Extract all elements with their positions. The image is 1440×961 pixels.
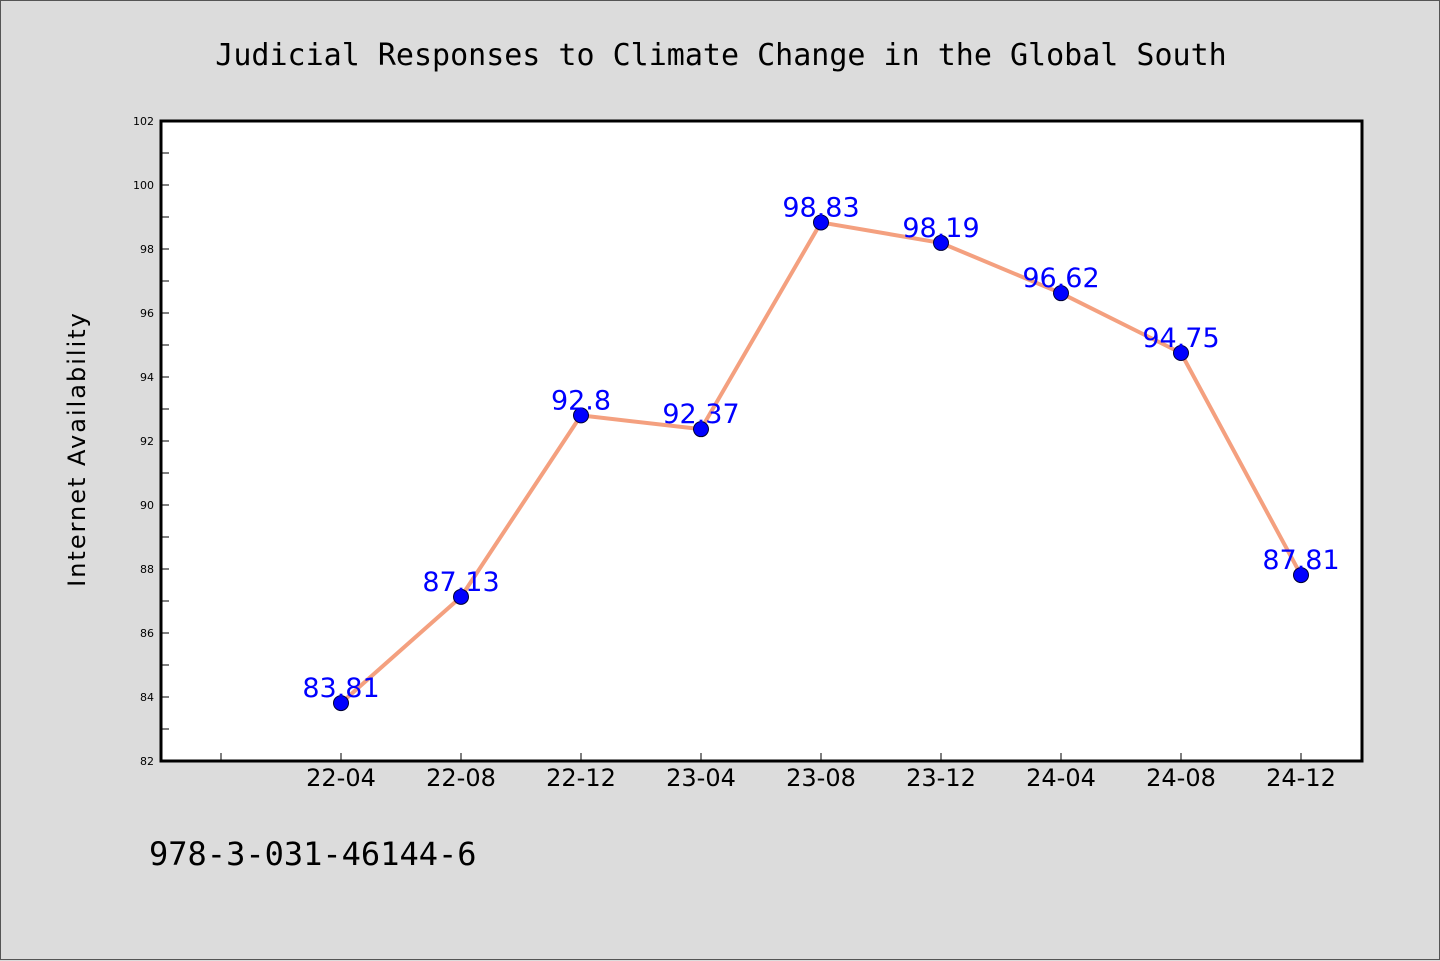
data-label: 87.81: [1262, 545, 1339, 576]
data-point: [693, 421, 709, 438]
data-point: [453, 588, 469, 605]
y-tick-label: 90: [140, 499, 154, 512]
x-tick-label: 24-04: [1026, 764, 1096, 792]
x-tick-label: 24-12: [1266, 764, 1336, 792]
x-tick-label: 23-12: [906, 764, 976, 792]
y-tick-label: 100: [133, 179, 154, 192]
data-label: 98.19: [902, 213, 979, 244]
y-tick-label: 82: [140, 755, 154, 768]
x-tick-label: 23-08: [786, 764, 856, 792]
x-tick-label: 22-08: [426, 764, 496, 792]
y-tick-label: 84: [140, 691, 154, 704]
plot-area: [159, 119, 1364, 763]
data-point: [1293, 567, 1309, 584]
series-line-group: [333, 214, 1309, 712]
chart-title: Judicial Responses to Climate Change in …: [215, 38, 1226, 73]
data-label: 92.37: [662, 399, 739, 430]
y-tick-label: 102: [133, 115, 154, 128]
x-tick-label: 22-04: [306, 764, 376, 792]
data-label: 98.83: [782, 192, 859, 223]
x-tick-label: 23-04: [666, 764, 736, 792]
data-label-group: 83.81 87.13 92.8 92.37 98.83 98.19 96.62 94.75 8…: [302, 192, 1339, 704]
data-label: 96.62: [1022, 263, 1099, 294]
data-point: [813, 214, 829, 231]
data-label: 94.75: [1142, 323, 1219, 354]
y-tick-label: 86: [140, 627, 154, 640]
x-tick-label: 24-08: [1146, 764, 1216, 792]
y-axis-ticks: 82 84 86 88 90 92 94 96 98 100 102: [133, 115, 169, 768]
data-point: [333, 695, 349, 712]
data-point: [933, 234, 949, 251]
y-axis-label: Internet Availability: [63, 311, 91, 587]
data-label: 87.13: [422, 567, 499, 598]
data-point: [1173, 345, 1189, 361]
data-point: [573, 407, 589, 424]
y-tick-label: 94: [140, 371, 154, 384]
data-label: 92.8: [551, 385, 611, 416]
data-point: [1053, 285, 1069, 302]
y-tick-label: 88: [140, 563, 154, 576]
y-tick-label: 92: [140, 435, 154, 448]
y-tick-label: 98: [140, 243, 154, 256]
x-tick-label: 22-12: [546, 764, 616, 792]
data-label: 83.81: [302, 673, 379, 704]
isbn-footer: 978-3-031-46144-6: [149, 835, 477, 873]
y-tick-label: 96: [140, 307, 154, 320]
x-axis-ticks: 22-04 22-08 22-12 23-04 23-08 23-12 24-04 24-08…: [220, 753, 1336, 792]
